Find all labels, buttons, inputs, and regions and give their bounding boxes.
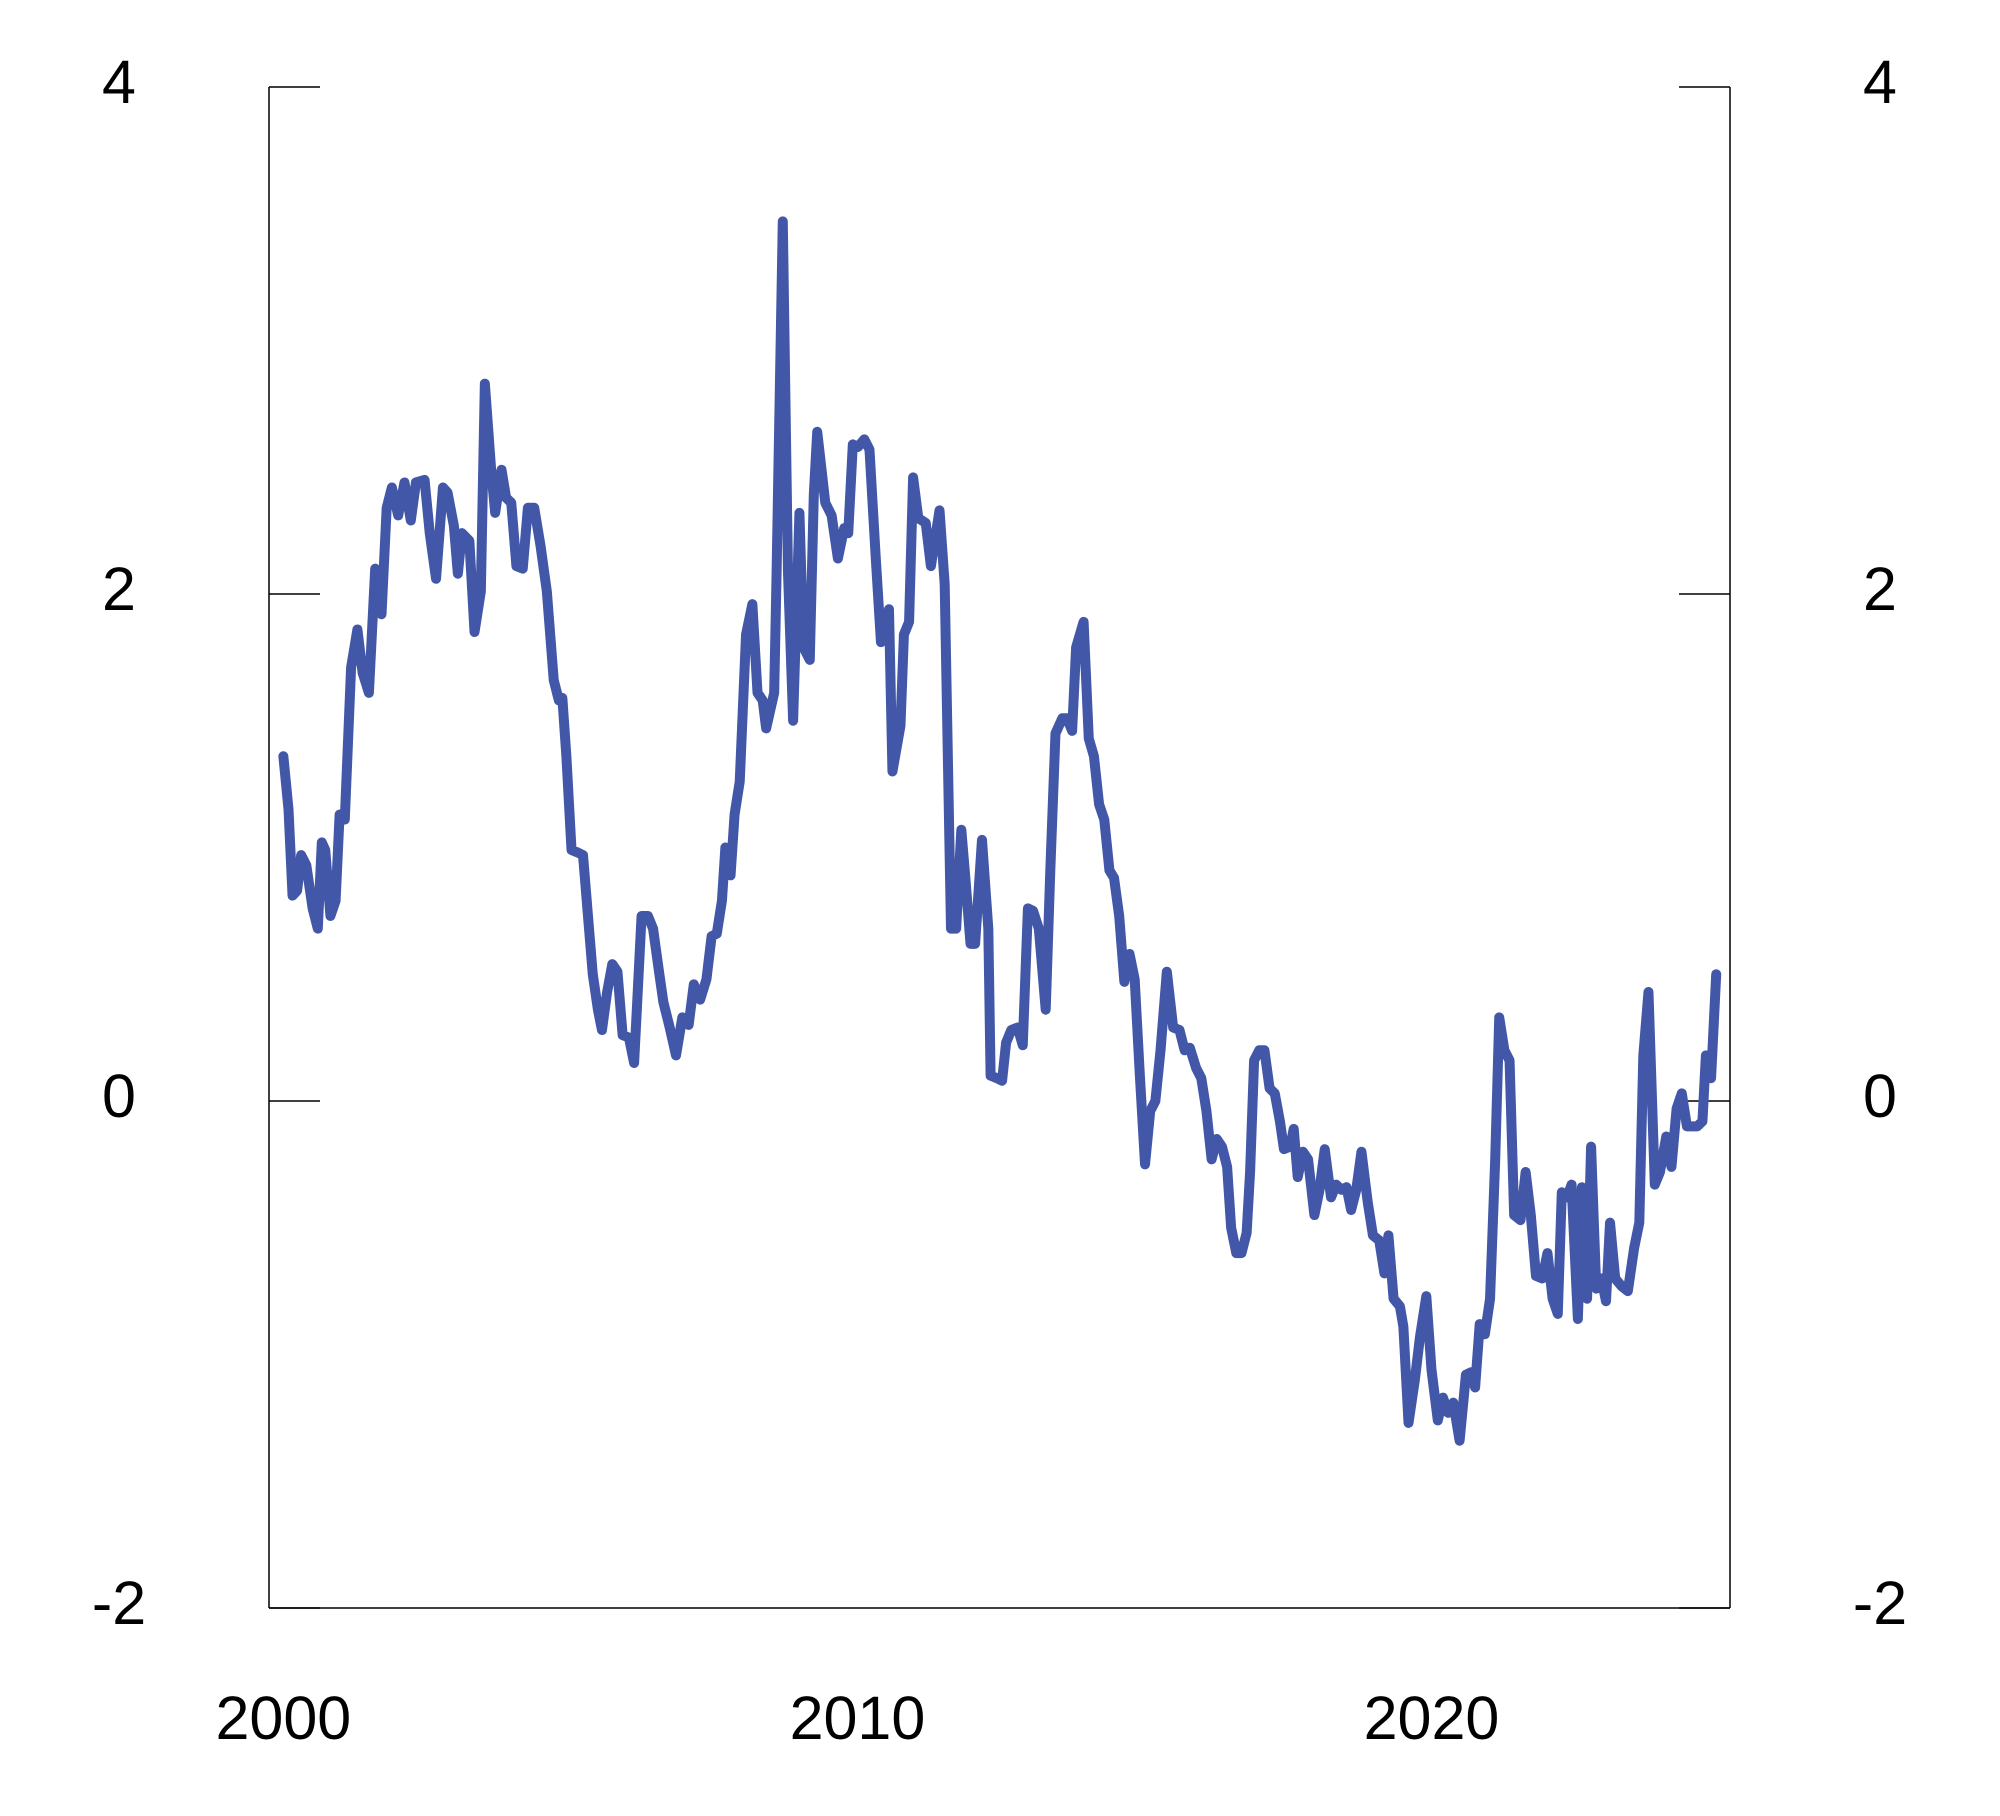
line-series [278,216,1722,1446]
y-tick-label: -2 [92,1569,146,1637]
x-tick-label: 2010 [790,1684,926,1752]
y2-tick-label: -2 [1853,1569,1907,1637]
y2-tick-label: 4 [1863,48,1897,116]
y-tick-label: 2 [102,555,136,623]
x-tick-label: 2000 [216,1684,352,1752]
x-tick-label: 2020 [1364,1684,1500,1752]
y-tick-label: 0 [102,1062,136,1130]
y-tick-label: 4 [102,48,136,116]
y2-tick-label: 0 [1863,1062,1897,1130]
y2-tick-label: 2 [1863,555,1897,623]
